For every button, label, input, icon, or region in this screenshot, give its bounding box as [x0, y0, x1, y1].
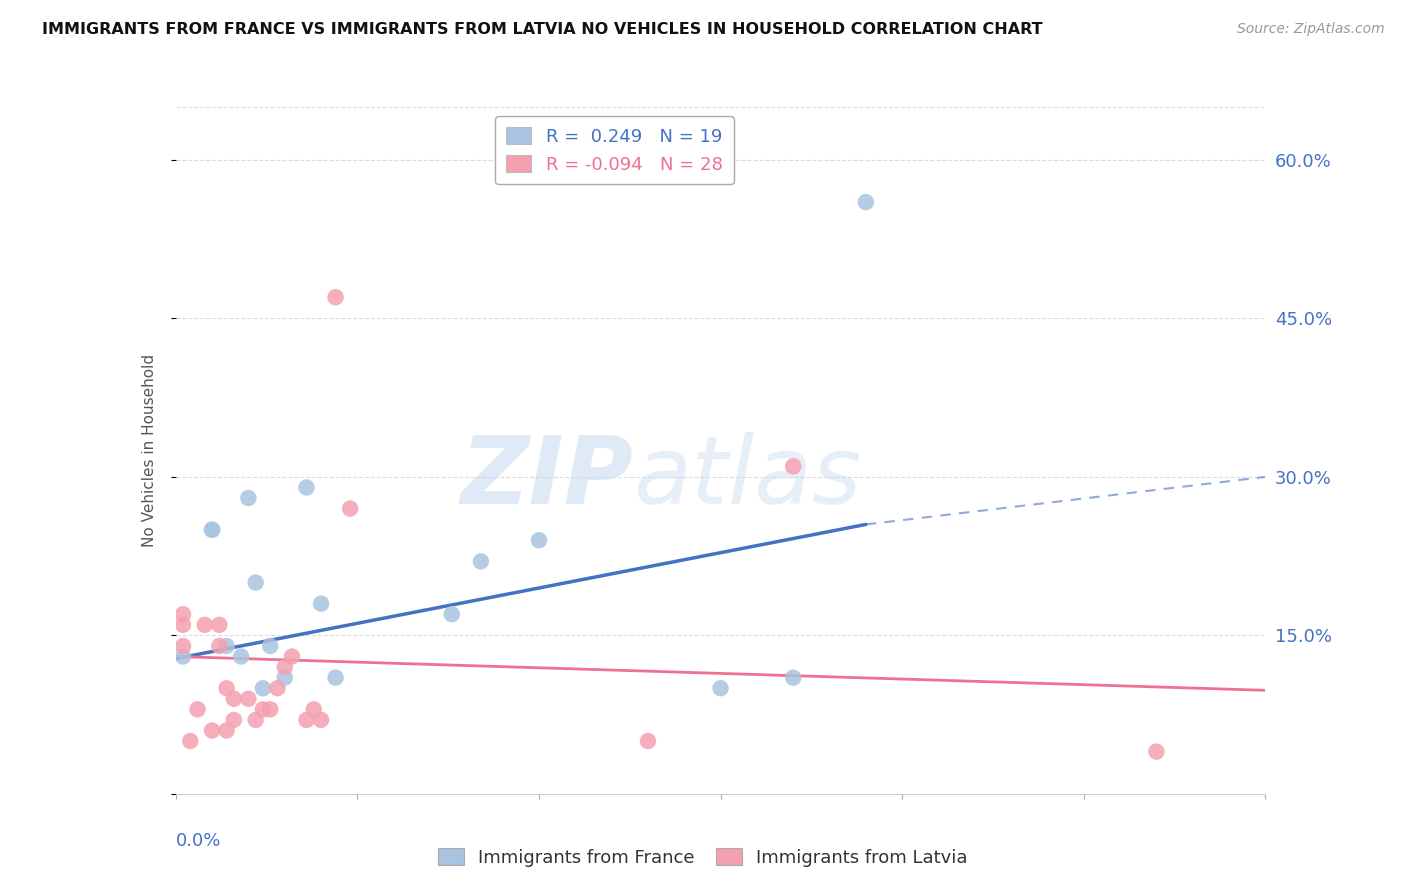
Point: [186, 702, 209, 716]
Point: [201, 523, 224, 537]
Point: [201, 523, 224, 537]
Point: [194, 617, 217, 632]
Point: [238, 491, 260, 505]
Point: [259, 639, 281, 653]
Point: [238, 691, 260, 706]
Point: [295, 713, 318, 727]
Point: [274, 671, 297, 685]
Point: [325, 671, 347, 685]
Point: [440, 607, 463, 622]
Y-axis label: No Vehicles in Household: No Vehicles in Household: [142, 354, 157, 547]
Point: [325, 290, 347, 304]
Point: [201, 723, 224, 738]
Point: [266, 681, 288, 696]
Point: [231, 649, 253, 664]
Text: atlas: atlas: [633, 433, 862, 524]
Point: [172, 617, 194, 632]
Text: Source: ZipAtlas.com: Source: ZipAtlas.com: [1237, 22, 1385, 37]
Point: [172, 639, 194, 653]
Point: [637, 734, 659, 748]
Point: [252, 681, 274, 696]
Text: 0.0%: 0.0%: [176, 831, 221, 850]
Point: [208, 617, 231, 632]
Point: [782, 671, 804, 685]
Point: [527, 533, 550, 548]
Point: [222, 691, 245, 706]
Point: [302, 702, 325, 716]
Point: [281, 649, 304, 664]
Point: [252, 702, 274, 716]
Legend: R =  0.249   N = 19, R = -0.094   N = 28: R = 0.249 N = 19, R = -0.094 N = 28: [495, 116, 734, 185]
Point: [222, 713, 245, 727]
Point: [295, 480, 318, 494]
Point: [855, 195, 877, 210]
Point: [215, 681, 238, 696]
Point: [1146, 745, 1168, 759]
Point: [208, 639, 231, 653]
Point: [172, 607, 194, 622]
Point: [245, 713, 267, 727]
Point: [470, 554, 492, 568]
Point: [179, 734, 201, 748]
Point: [245, 575, 267, 590]
Point: [259, 702, 281, 716]
Point: [339, 501, 361, 516]
Point: [309, 597, 332, 611]
Text: IMMIGRANTS FROM FRANCE VS IMMIGRANTS FROM LATVIA NO VEHICLES IN HOUSEHOLD CORREL: IMMIGRANTS FROM FRANCE VS IMMIGRANTS FRO…: [42, 22, 1043, 37]
Legend: Immigrants from France, Immigrants from Latvia: Immigrants from France, Immigrants from …: [432, 841, 974, 874]
Point: [215, 723, 238, 738]
Point: [309, 713, 332, 727]
Text: ZIP: ZIP: [461, 432, 633, 524]
Point: [710, 681, 733, 696]
Point: [215, 639, 238, 653]
Point: [782, 459, 804, 474]
Point: [172, 649, 194, 664]
Point: [274, 660, 297, 674]
